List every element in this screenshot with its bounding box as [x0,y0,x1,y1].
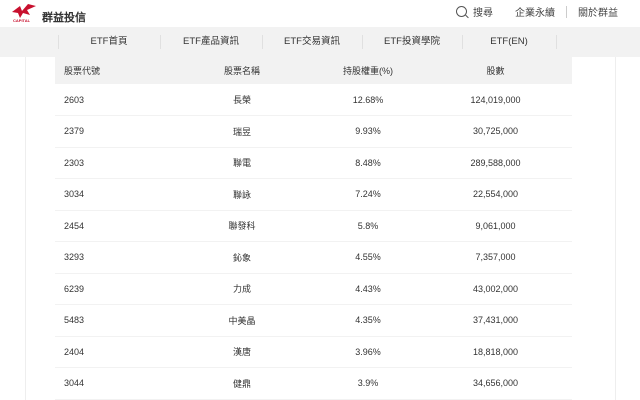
shares: 22,554,000 [419,178,572,211]
col-code: 股票代號 [55,57,167,84]
weight: 8.48% [317,147,419,179]
nav-etf-trading[interactable]: ETF交易資訊 [284,36,340,47]
table-row: 6239 力成 4.43% 43,002,000 [55,273,572,305]
stock-name: 健鼎 [167,367,317,400]
stock-code: 6239 [55,273,167,305]
stock-name: 力成 [167,273,317,305]
table-row: 2603 長榮 12.68% 124,019,000 [55,84,572,116]
stock-code: 2303 [55,147,167,179]
weight: 3.9% [317,367,419,400]
shares: 18,818,000 [419,336,572,368]
table-row: 2404 漢唐 3.96% 18,818,000 [55,336,572,368]
col-shares: 股數 [419,57,572,84]
shares: 9,061,000 [419,210,572,242]
header-link-sustainability[interactable]: 企業永續 [515,8,555,19]
stock-code: 3044 [55,367,167,400]
stock-code: 2603 [55,84,167,116]
shares: 124,019,000 [419,84,572,116]
shares: 7,357,000 [419,241,572,274]
weight: 7.24% [317,178,419,211]
table-row: 5483 中美晶 4.35% 37,431,000 [55,304,572,337]
stock-name: 聯發科 [167,210,317,242]
stock-code: 2454 [55,210,167,242]
weight: 4.43% [317,273,419,305]
stock-name: 瑞昱 [167,115,317,148]
header-link-about[interactable]: 關於群益 [578,8,618,19]
logo-sub: CAPITAL [13,18,31,23]
table-row: 2379 瑞昱 9.93% 30,725,000 [55,115,572,148]
col-name: 股票名稱 [167,57,317,84]
divider [262,35,263,49]
stock-code: 3034 [55,178,167,211]
shares: 30,725,000 [419,115,572,148]
weight: 9.93% [317,115,419,148]
divider [58,35,59,49]
divider [462,35,463,49]
nav-etf-home[interactable]: ETF首頁 [90,36,128,47]
stock-name: 中美晶 [167,304,317,337]
shares: 43,002,000 [419,273,572,305]
divider [160,35,161,49]
shares: 289,588,000 [419,147,572,179]
shares: 34,656,000 [419,367,572,400]
stock-name: 漢唐 [167,336,317,368]
stock-name: 聯詠 [167,178,317,211]
weight: 12.68% [317,84,419,116]
bird-logo-icon [12,4,36,18]
col-weight: 持股權重(%) [317,57,419,84]
stock-name: 長榮 [167,84,317,116]
weight: 3.96% [317,336,419,368]
stock-name: 聯電 [167,147,317,179]
stock-name: 鈊象 [167,241,317,274]
stock-code: 2404 [55,336,167,368]
stock-code: 3293 [55,241,167,274]
stock-code: 5483 [55,304,167,337]
nav-etf-academy[interactable]: ETF投資學院 [384,36,440,47]
main-nav: ETF首頁 ETF產品資訊 ETF交易資訊 ETF投資學院 ETF(EN) [0,27,640,57]
holdings-table: 股票代號 股票名稱 持股權重(%) 股數 2603 長榮 12.68% 124,019… [55,57,572,400]
table-row: 2303 聯電 8.48% 289,588,000 [55,147,572,179]
table-header-row: 股票代號 股票名稱 持股權重(%) 股數 [55,57,572,84]
logo-text: 群益投信 [42,12,86,24]
search-icon[interactable] [456,6,467,17]
capital-logo[interactable]: CAPITAL 群益投信 [10,4,90,24]
weight: 4.35% [317,304,419,337]
content-card [25,57,616,400]
stock-code: 2379 [55,115,167,148]
table-row: 3034 聯詠 7.24% 22,554,000 [55,178,572,211]
nav-etf-en[interactable]: ETF(EN) [490,36,528,47]
table-row: 3044 健鼎 3.9% 34,656,000 [55,367,572,400]
weight: 4.55% [317,241,419,274]
nav-etf-products[interactable]: ETF產品資訊 [183,36,239,47]
divider [362,35,363,49]
divider [566,5,567,18]
table-row: 3293 鈊象 4.55% 7,357,000 [55,241,572,274]
table-row: 2454 聯發科 5.8% 9,061,000 [55,210,572,242]
site-header: CAPITAL 群益投信 搜尋 企業永續 關於群益 [0,0,640,27]
shares: 37,431,000 [419,304,572,337]
weight: 5.8% [317,210,419,242]
divider [556,35,557,49]
search-link[interactable]: 搜尋 [473,8,493,19]
